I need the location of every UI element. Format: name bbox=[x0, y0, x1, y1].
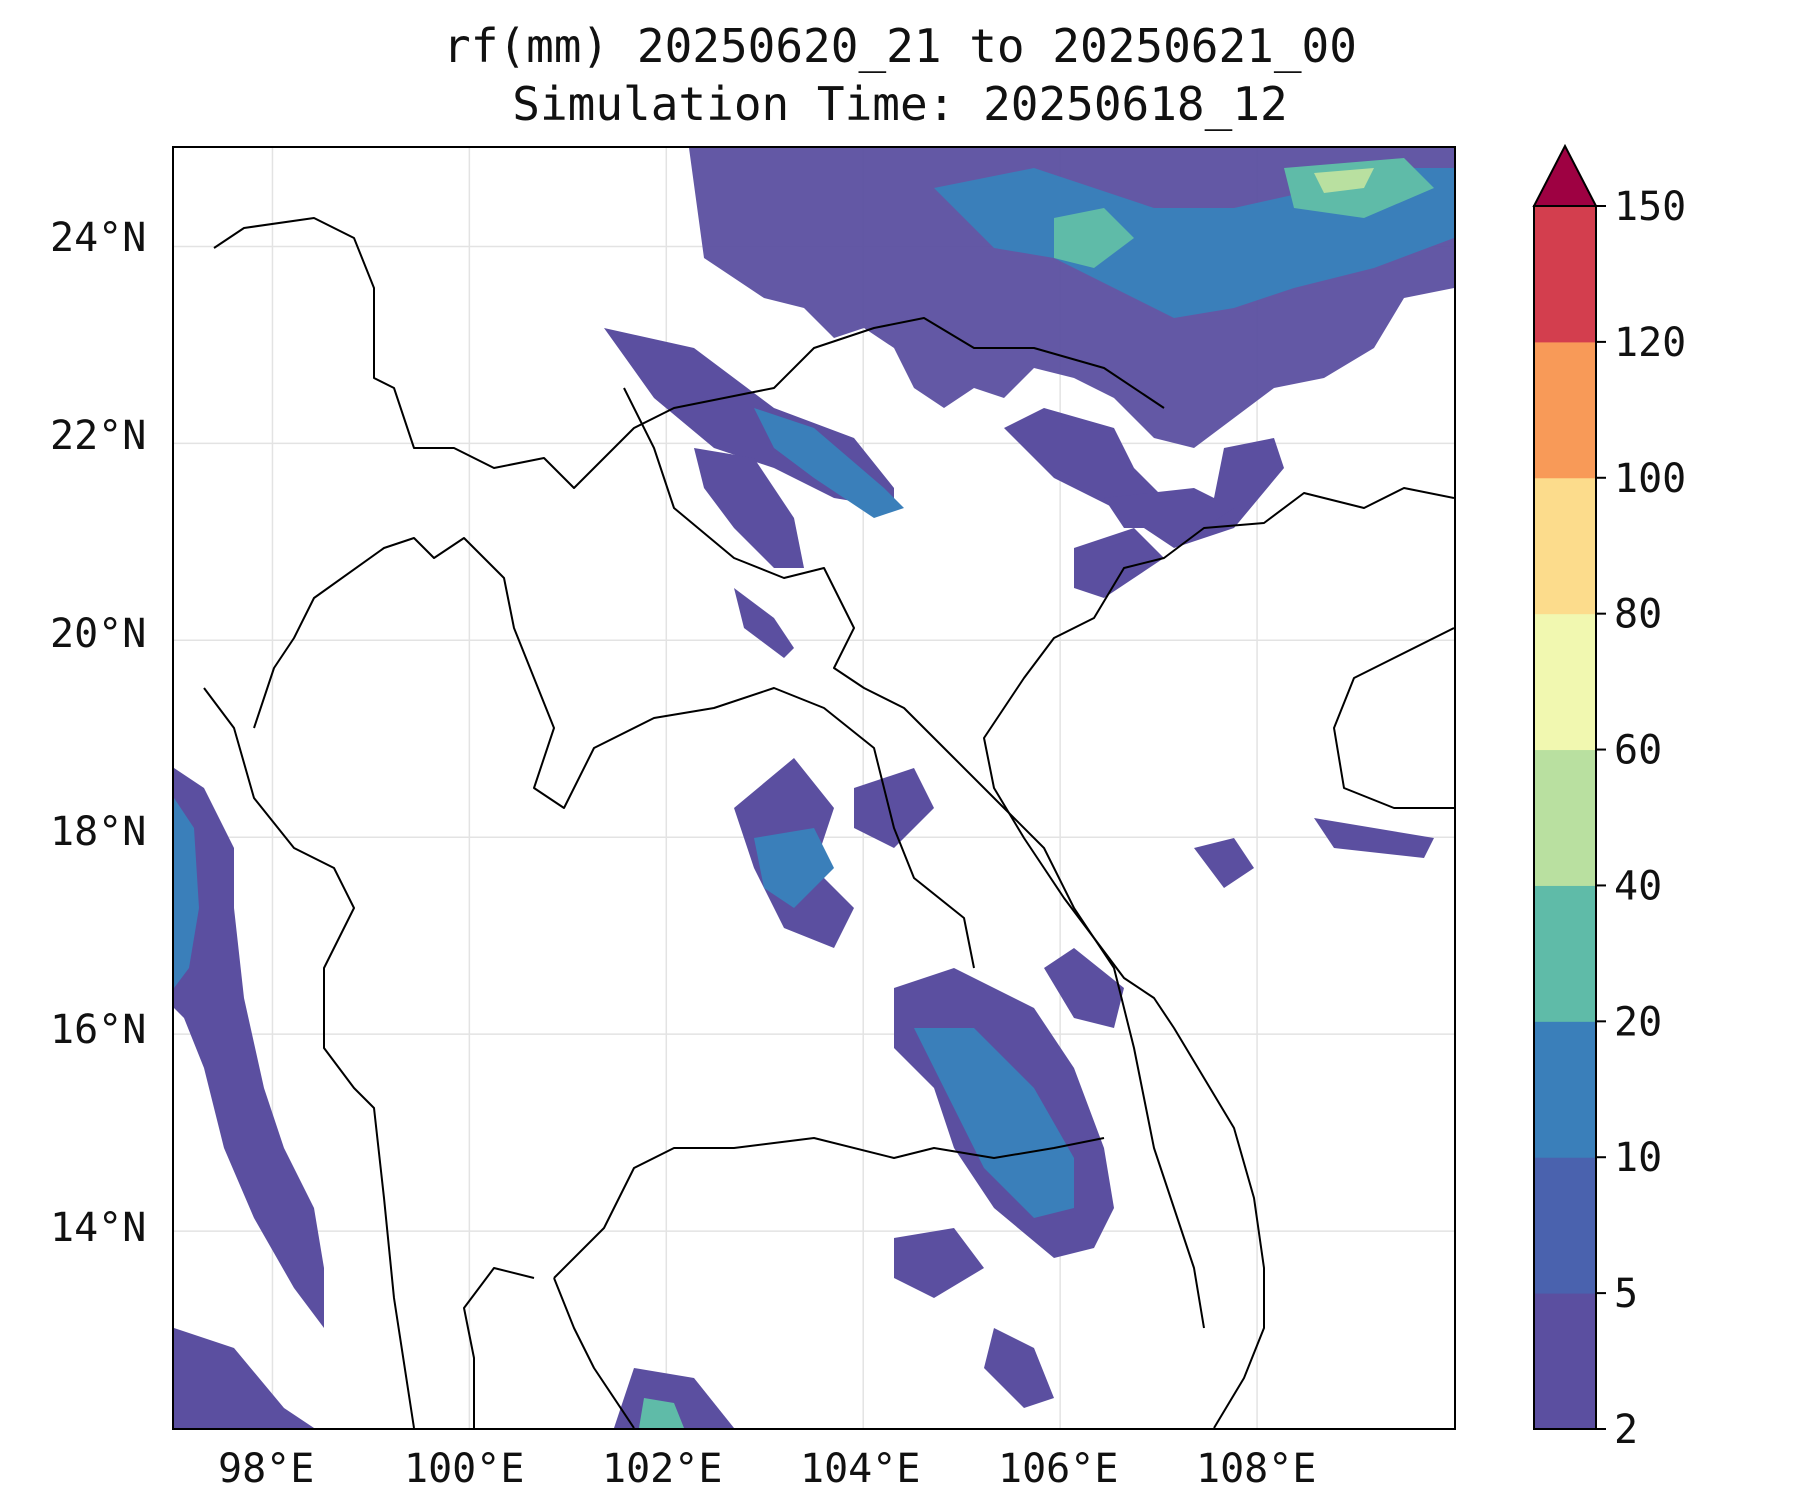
colorbar-tick-label: 40 bbox=[1614, 863, 1662, 909]
border-laos-vietnam bbox=[623, 387, 1205, 1329]
rain-area-coast bbox=[1194, 838, 1254, 888]
map-canvas bbox=[174, 148, 1454, 1428]
rain-area-band-2 bbox=[694, 448, 804, 568]
map-panel bbox=[172, 146, 1456, 1430]
rain-area-gulf-core bbox=[639, 1398, 684, 1428]
rain-area-north-peak bbox=[1054, 208, 1134, 268]
x-tick-label: 102°E bbox=[602, 1446, 723, 1492]
rain-area-west-core bbox=[174, 798, 199, 988]
rain-area-west bbox=[174, 768, 324, 1328]
rain-area-south-4 bbox=[984, 1328, 1054, 1408]
x-tick-label: 106°E bbox=[998, 1446, 1119, 1492]
colorbar: 2 5 10 20 40 60 80 100 120 150 bbox=[1532, 144, 1686, 1444]
y-tick-label: 24°N bbox=[50, 215, 147, 261]
border-cambodia bbox=[553, 1137, 1105, 1279]
rain-area-band-4 bbox=[734, 588, 794, 658]
colorbar-swatch bbox=[1534, 477, 1596, 615]
rain-area-band-3 bbox=[754, 408, 904, 518]
x-tick-label: 108°E bbox=[1196, 1446, 1317, 1492]
colorbar-swatch bbox=[1534, 1021, 1596, 1158]
colorbar-swatch bbox=[1534, 206, 1596, 343]
y-tick-label: 14°N bbox=[50, 1205, 147, 1251]
colorbar-frame bbox=[1533, 205, 1597, 1430]
border-myanmar-thailand bbox=[203, 687, 415, 1428]
colorbar-tick-label: 5 bbox=[1614, 1271, 1638, 1317]
x-tick-label: 104°E bbox=[800, 1446, 921, 1492]
y-tick-label: 20°N bbox=[50, 611, 147, 657]
colorbar-tick-label: 60 bbox=[1614, 728, 1662, 774]
y-tick-label: 16°N bbox=[50, 1007, 147, 1053]
border-thailand-laos bbox=[253, 537, 975, 969]
border-cambodia-south bbox=[553, 1277, 635, 1428]
rain-area-south-3 bbox=[894, 1228, 984, 1298]
colorbar-swatch bbox=[1534, 613, 1596, 751]
colorbar-tick-label: 2 bbox=[1614, 1407, 1638, 1444]
colorbar-tick-label: 80 bbox=[1614, 592, 1662, 638]
border-china-north bbox=[213, 217, 1165, 489]
colorbar-tick-label: 10 bbox=[1614, 1135, 1662, 1181]
rain-area-south-2 bbox=[1044, 948, 1124, 1028]
rain-area-central-2 bbox=[854, 768, 934, 848]
x-tick-label: 98°E bbox=[218, 1446, 315, 1492]
colorbar-tick-label: 20 bbox=[1614, 999, 1662, 1045]
rain-area-south-core bbox=[914, 1028, 1074, 1218]
rain-area-band-7 bbox=[1074, 528, 1164, 598]
rain-area-west-low bbox=[174, 1328, 314, 1428]
colorbar-tick-label: 120 bbox=[1614, 320, 1686, 366]
colorbar-tick-label: 150 bbox=[1614, 184, 1686, 230]
rainfall-contours bbox=[174, 148, 1454, 1428]
rain-area-north-peak-3 bbox=[1314, 168, 1374, 193]
x-tick-label: 100°E bbox=[404, 1446, 525, 1492]
y-tick-label: 18°N bbox=[50, 809, 147, 855]
rain-area-band-6 bbox=[1104, 488, 1234, 528]
colorbar-swatch bbox=[1534, 885, 1596, 1022]
colorbar-swatch bbox=[1534, 1157, 1596, 1294]
colorbar-swatch bbox=[1534, 749, 1596, 886]
colorbar-swatches bbox=[1532, 144, 1598, 1430]
rain-area-central-core bbox=[754, 828, 834, 908]
country-borders bbox=[203, 217, 1454, 1428]
coastline-hainan bbox=[1333, 627, 1454, 809]
y-tick-label: 22°N bbox=[50, 413, 147, 459]
chart-subtitle: Simulation Time: 20250618_12 bbox=[512, 77, 1288, 131]
rain-area-offshore bbox=[1314, 818, 1434, 858]
coastline-thailand bbox=[463, 1267, 535, 1428]
chart-title: rf(mm) 20250620_21 to 20250621_00 bbox=[443, 19, 1357, 73]
colorbar-swatch bbox=[1534, 1293, 1596, 1430]
colorbar-tick-label: 100 bbox=[1614, 456, 1686, 502]
colorbar-extend-arrow bbox=[1532, 144, 1598, 207]
colorbar-swatch bbox=[1534, 341, 1596, 479]
colorbar-ticks: 2 5 10 20 40 60 80 100 120 150 bbox=[1596, 184, 1686, 1444]
coastline-east bbox=[983, 487, 1454, 1428]
